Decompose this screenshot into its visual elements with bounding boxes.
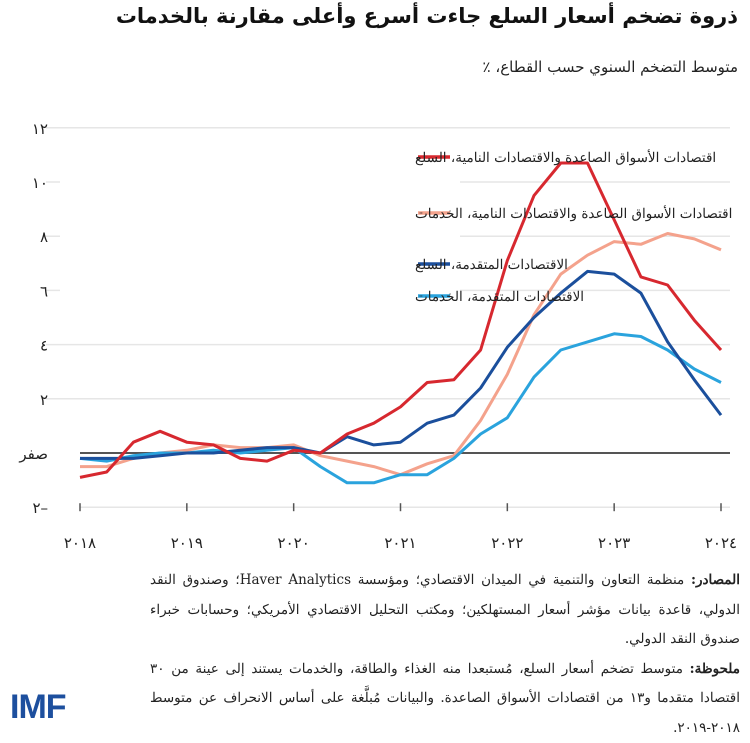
legend-label: اقتصادات الأسواق الصاعدة والاقتصادات الن… bbox=[415, 148, 716, 166]
note-text: ملحوظة: متوسط تضخم أسعار السلع، مُستبعدا… bbox=[150, 655, 740, 743]
y-tick-label: ٢– bbox=[32, 499, 48, 517]
x-tick-label: ٢٠٢١ bbox=[384, 534, 416, 552]
y-tick-label: ٦ bbox=[40, 282, 48, 300]
y-tick-label: ٨ bbox=[40, 228, 48, 246]
y-tick-label: ٢ bbox=[40, 391, 48, 409]
y-tick-label: ٤ bbox=[40, 337, 48, 355]
chart-notes: المصادر: منظمة التعاون والتنمية في الميد… bbox=[150, 566, 740, 743]
sources-text: المصادر: منظمة التعاون والتنمية في الميد… bbox=[150, 566, 740, 655]
y-tick-label: ١٢ bbox=[32, 120, 48, 138]
y-tick-label: صفر bbox=[18, 445, 48, 463]
imf-logo: IMF bbox=[10, 688, 66, 727]
legend-label: اقتصادات الأسواق الصاعدة والاقتصادات الن… bbox=[415, 204, 732, 222]
x-tick-label: ٢٠٢٤ bbox=[705, 534, 737, 552]
y-tick-label: ١٠ bbox=[32, 174, 48, 192]
x-tick-label: ٢٠١٨ bbox=[64, 534, 96, 552]
legend-label: الاقتصادات المتقدمة، السلع bbox=[415, 257, 568, 273]
legend-background bbox=[60, 140, 460, 315]
x-tick-label: ٢٠٢٣ bbox=[598, 534, 630, 552]
line-chart: ١٢ ١٠ ٨ ٦ ٤ ٢ صفر ٢– ٢٠١٨ ٢٠١٩ ٢٠٢٠ ٢٠٢١ ٢٠٢٢ ٢٠٢٣ ٢٠٢… bbox=[0, 0, 750, 560]
x-tick-label: ٢٠٢٢ bbox=[491, 534, 523, 552]
x-tick-label: ٢٠٢٠ bbox=[278, 534, 310, 552]
x-tick-label: ٢٠١٩ bbox=[171, 534, 203, 552]
legend-label: الاقتصادات المتقدمة، الخدمات bbox=[415, 289, 584, 305]
